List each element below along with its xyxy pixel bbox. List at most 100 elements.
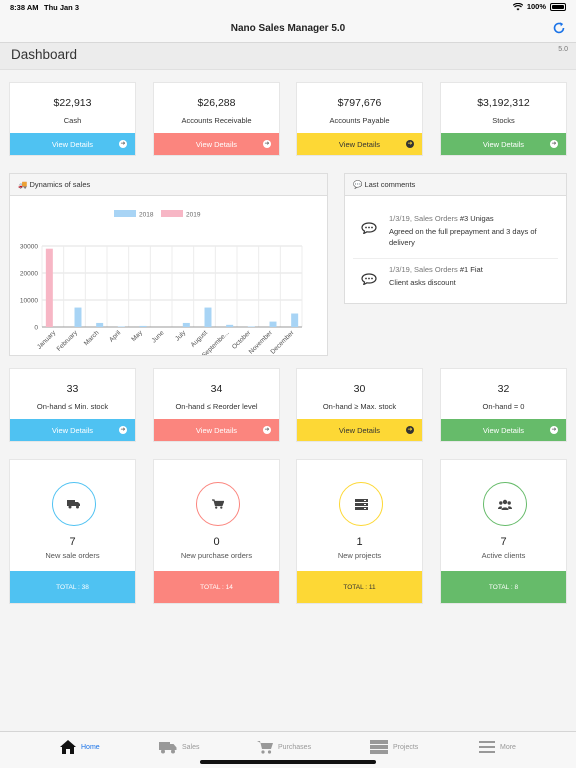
comment-meta: 1/3/19, Sales Orders #3 Unigas bbox=[389, 214, 494, 223]
cart-icon bbox=[257, 741, 273, 754]
bar-2018-september bbox=[226, 324, 234, 327]
button-label: View Details bbox=[51, 139, 94, 149]
button-label: View Details bbox=[482, 425, 525, 435]
status-bar: 8:38 AM Thu Jan 3 100% bbox=[0, 0, 576, 14]
server-icon bbox=[370, 740, 388, 754]
purchase-orders-card[interactable]: 0 New purchase orders TOTAL : 14 bbox=[153, 459, 280, 604]
total-bar: TOTAL : 11 bbox=[297, 571, 422, 603]
x-tick-label: August bbox=[190, 329, 209, 348]
button-label: View Details bbox=[51, 425, 94, 435]
panel-title: Dynamics of sales bbox=[29, 180, 91, 189]
x-tick-label: March bbox=[83, 329, 101, 347]
comment-item[interactable]: 1/3/19, Sales Orders #3 Unigas Agreed on… bbox=[361, 214, 556, 248]
sales-dynamics-panel: 🚚 Dynamics of sales 0 10000 20000 30000 Janu… bbox=[9, 173, 328, 359]
sale-orders-card[interactable]: 7 New sale orders TOTAL : 38 bbox=[9, 459, 136, 604]
x-tick-label: February bbox=[56, 329, 80, 353]
y-tick-label: 0 bbox=[34, 325, 38, 332]
tab-label: Sales bbox=[182, 743, 200, 751]
menu-icon bbox=[479, 741, 495, 753]
comment-item[interactable]: 1/3/19, Sales Orders #1 Fiat Client asks… bbox=[361, 265, 556, 288]
zero-stock-card: 32 On-hand = 0 View Details ➜ bbox=[440, 368, 567, 442]
comment-text: Client asks discount bbox=[389, 278, 456, 287]
page-title: Dashboard bbox=[11, 47, 78, 62]
activity-label: New projects bbox=[337, 551, 382, 560]
activity-label: Active clients bbox=[481, 551, 526, 560]
card-label: On-hand ≤ Min. stock bbox=[36, 402, 109, 411]
card-value: $22,913 bbox=[53, 97, 92, 109]
bar-2018-december bbox=[291, 313, 299, 327]
accounts-payable-card: $797,676 Accounts Payable View Details ➜ bbox=[296, 82, 423, 156]
x-tick-label: June bbox=[151, 329, 166, 344]
button-label: View Details bbox=[338, 139, 381, 149]
arrow-right-icon: ➜ bbox=[263, 426, 271, 434]
legend-swatch bbox=[114, 210, 136, 217]
x-tick-label: December bbox=[269, 329, 296, 355]
icon-circle bbox=[196, 482, 240, 526]
refresh-icon[interactable] bbox=[552, 21, 566, 35]
activity-label: New sale orders bbox=[45, 551, 100, 560]
card-value: 33 bbox=[66, 383, 79, 395]
x-tick-label: May bbox=[130, 329, 144, 343]
button-label: View Details bbox=[195, 425, 238, 435]
view-details-button[interactable]: View Details ➜ bbox=[441, 419, 566, 441]
arrow-right-icon: ➜ bbox=[550, 426, 558, 434]
legend-label: 2018 bbox=[139, 212, 154, 219]
x-tick-label: July bbox=[174, 329, 188, 343]
active-clients-card[interactable]: 7 Active clients TOTAL : 8 bbox=[440, 459, 567, 604]
max-stock-card: 30 On-hand ≥ Max. stock View Details ➜ bbox=[296, 368, 423, 442]
page-header: Dashboard 5.0 bbox=[0, 43, 576, 70]
button-label: View Details bbox=[195, 139, 238, 149]
navigation-bar: Nano Sales Manager 5.0 bbox=[0, 14, 576, 43]
card-value: $797,676 bbox=[337, 97, 382, 109]
battery-percent: 100% bbox=[526, 2, 546, 11]
accounts-receivable-card: $26,288 Accounts Receivable View Details… bbox=[153, 82, 280, 156]
card-label: Stocks bbox=[492, 116, 515, 125]
activity-count: 7 bbox=[69, 536, 76, 548]
bar-2018-february bbox=[74, 307, 82, 327]
tab-projects[interactable]: Projects bbox=[370, 739, 418, 755]
legend-swatch bbox=[161, 210, 183, 217]
tab-home[interactable]: Home bbox=[60, 739, 100, 755]
battery-icon bbox=[550, 2, 566, 11]
view-details-button[interactable]: View Details ➜ bbox=[10, 133, 135, 155]
view-details-button[interactable]: View Details ➜ bbox=[154, 133, 279, 155]
divider bbox=[353, 258, 558, 259]
panel-title: Last comments bbox=[364, 180, 416, 189]
view-details-button[interactable]: View Details ➜ bbox=[297, 133, 422, 155]
y-tick-label: 20000 bbox=[20, 271, 38, 278]
stocks-card: $3,192,312 Stocks View Details ➜ bbox=[440, 82, 567, 156]
arrow-right-icon: ➜ bbox=[406, 426, 414, 434]
home-icon bbox=[60, 740, 76, 754]
view-details-button[interactable]: View Details ➜ bbox=[441, 133, 566, 155]
tab-sales[interactable]: Sales bbox=[159, 739, 200, 755]
icon-circle bbox=[52, 482, 96, 526]
legend-label: 2019 bbox=[186, 212, 201, 219]
card-value: 32 bbox=[497, 383, 510, 395]
activity-count: 1 bbox=[356, 536, 363, 548]
tab-label: Projects bbox=[393, 743, 419, 751]
server-icon bbox=[354, 498, 368, 510]
panel-header: 💬 Last comments bbox=[345, 174, 566, 196]
y-tick-label: 10000 bbox=[20, 298, 38, 305]
app-title: Nano Sales Manager 5.0 bbox=[230, 23, 346, 34]
card-label: On-hand ≥ Max. stock bbox=[322, 402, 397, 411]
tab-purchases[interactable]: Purchases bbox=[257, 739, 311, 755]
total-bar: TOTAL : 8 bbox=[441, 571, 566, 603]
view-details-button[interactable]: View Details ➜ bbox=[10, 419, 135, 441]
status-date: Thu Jan 3 bbox=[44, 3, 80, 12]
chat-bubble-icon bbox=[361, 273, 377, 285]
button-label: View Details bbox=[338, 425, 381, 435]
tab-more[interactable]: More bbox=[479, 739, 516, 755]
card-label: On-hand ≤ Reorder level bbox=[175, 402, 258, 411]
projects-card[interactable]: 1 New projects TOTAL : 11 bbox=[296, 459, 423, 604]
total-bar: TOTAL : 38 bbox=[10, 571, 135, 603]
view-details-button[interactable]: View Details ➜ bbox=[154, 419, 279, 441]
arrow-right-icon: ➜ bbox=[119, 426, 127, 434]
card-value: 34 bbox=[210, 383, 223, 395]
card-value: 30 bbox=[353, 383, 366, 395]
reorder-level-card: 34 On-hand ≤ Reorder level View Details ➜ bbox=[153, 368, 280, 442]
cash-card: $22,913 Cash View Details ➜ bbox=[9, 82, 136, 156]
cart-icon bbox=[212, 499, 224, 509]
truck-icon bbox=[67, 500, 80, 509]
view-details-button[interactable]: View Details ➜ bbox=[297, 419, 422, 441]
